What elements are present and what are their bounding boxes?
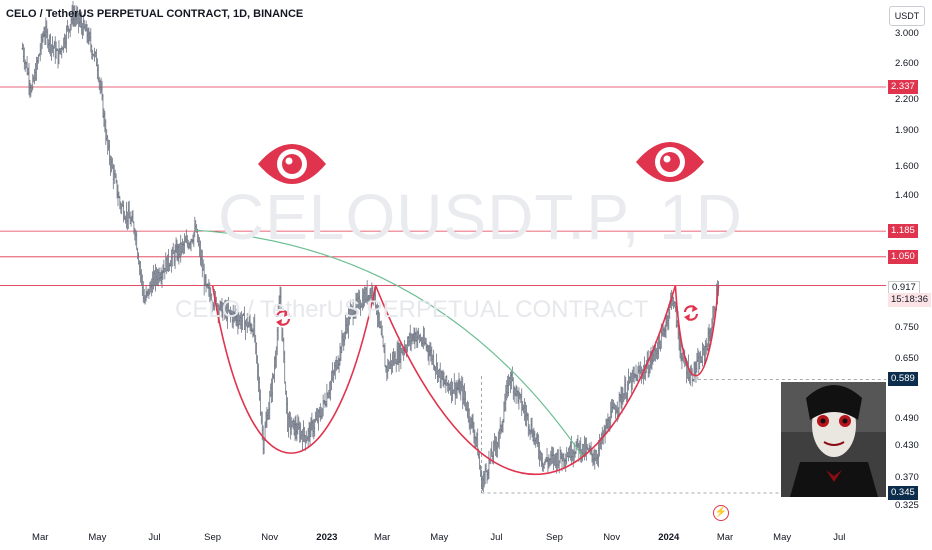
eye-iris bbox=[282, 154, 302, 174]
x-tick-label: Sep bbox=[204, 532, 222, 543]
x-tick-label: May bbox=[430, 532, 449, 543]
head-curve[interactable] bbox=[374, 285, 677, 476]
x-tick-label: Nov bbox=[603, 532, 621, 543]
x-tick-label: Mar bbox=[32, 532, 49, 543]
y-tick-label: 0.370 bbox=[895, 472, 919, 484]
x-tick-label: Sep bbox=[546, 532, 563, 543]
x-tick-label: Jul bbox=[148, 532, 161, 543]
eye-iris bbox=[660, 152, 680, 172]
eye-icon bbox=[636, 142, 704, 182]
y-tick-label: 0.430 bbox=[895, 440, 919, 452]
level-price-tag[interactable]: 1.185 bbox=[888, 224, 918, 239]
y-tick-label: 1.600 bbox=[895, 161, 919, 173]
x-tick-label: 2023 bbox=[316, 532, 338, 543]
name-watermark: CELO / TetherUS PERPETUAL CONTRACT bbox=[175, 296, 649, 323]
x-tick-label: Nov bbox=[261, 532, 279, 543]
avatar-mouth bbox=[823, 441, 845, 446]
symbol-watermark: CELOUSDT.P, 1D bbox=[218, 181, 743, 253]
y-tick-label: 0.650 bbox=[895, 352, 919, 364]
level-price-tag[interactable]: 1.050 bbox=[888, 249, 918, 264]
pattern-annotations bbox=[195, 142, 886, 497]
refresh-icon bbox=[274, 309, 292, 327]
avatar-bowtie bbox=[826, 470, 842, 482]
lightning-icon[interactable]: ⚡ bbox=[713, 505, 729, 521]
level-price-tag[interactable]: 2.337 bbox=[888, 80, 918, 94]
x-tick-label: Mar bbox=[373, 532, 391, 543]
refresh-arrow-top bbox=[284, 310, 290, 317]
avatar-hair bbox=[806, 385, 862, 420]
y-tick-label: 0.490 bbox=[895, 412, 919, 424]
x-tick-label: 2024 bbox=[658, 532, 680, 543]
y-tick-label: 1.400 bbox=[895, 189, 919, 201]
eye-glint bbox=[285, 157, 293, 165]
y-tick-label: 3.000 bbox=[895, 28, 919, 39]
y-tick-label: 2.600 bbox=[895, 58, 919, 70]
bar-countdown-tag[interactable]: 15:18:36 bbox=[888, 292, 931, 307]
eye-icon bbox=[258, 144, 326, 184]
avatar-image bbox=[781, 382, 886, 497]
avatar-eye-left bbox=[820, 418, 826, 424]
dashed-level-tag[interactable]: 0.589 bbox=[888, 372, 918, 387]
refresh-icon bbox=[682, 304, 700, 322]
dashed-level-tag[interactable]: 0.345 bbox=[888, 486, 918, 500]
y-tick-label: 2.200 bbox=[895, 93, 919, 105]
x-tick-label: Jul bbox=[833, 532, 846, 543]
y-tick-label: 0.750 bbox=[895, 322, 919, 334]
x-tick-label: Jul bbox=[490, 532, 503, 543]
refresh-arrow-top bbox=[692, 305, 698, 312]
x-tick-label: May bbox=[773, 532, 792, 543]
chart-title[interactable]: CELO / TetherUS PERPETUAL CONTRACT, 1D, … bbox=[6, 8, 304, 20]
price-bars bbox=[21, 1, 720, 493]
plot-area[interactable] bbox=[0, 0, 886, 520]
left-shoulder-curve[interactable] bbox=[211, 285, 377, 454]
y-tick-label: 0.325 bbox=[895, 499, 919, 511]
y-tick-label: 1.900 bbox=[895, 124, 919, 136]
eye-glint bbox=[663, 155, 671, 163]
right-shoulder-curve[interactable] bbox=[674, 285, 720, 377]
refresh-arrow-bottom bbox=[276, 319, 282, 326]
x-tick-label: May bbox=[88, 532, 107, 543]
avatar-eye-right bbox=[842, 418, 848, 424]
rounded-top-arc[interactable] bbox=[195, 229, 584, 457]
refresh-arrow-bottom bbox=[684, 314, 690, 321]
x-tick-label: Mar bbox=[716, 532, 734, 543]
currency-label[interactable]: USDT bbox=[889, 6, 925, 26]
